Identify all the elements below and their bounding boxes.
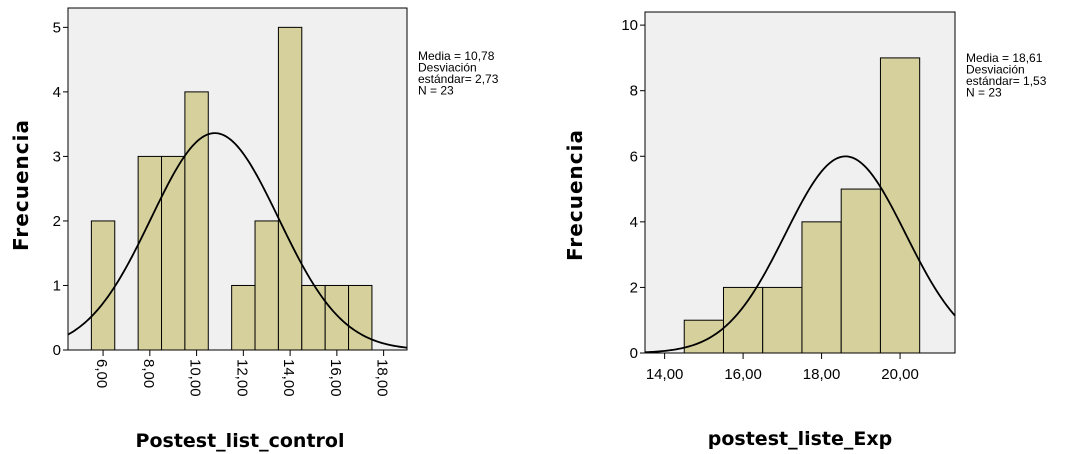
y-tick-label: 8	[630, 83, 638, 100]
y-tick-label: 10	[621, 17, 638, 34]
histogram-2: 0 2 4 6 8 10 14,00 16,00 18,00 20,00 Frecuencia pos…	[563, 11, 1047, 450]
x-tick-label: 18,00	[374, 359, 391, 397]
histogram-bar	[231, 284, 256, 351]
stats-line: Desviación	[966, 63, 1025, 77]
histogram-bar	[137, 155, 163, 351]
y-tick-label: 6	[630, 148, 638, 165]
y-tick-label: 1	[53, 277, 61, 294]
y-axis-label: Frecuencia	[563, 129, 587, 261]
histogram-bar	[184, 91, 209, 351]
histogram-bar	[801, 221, 842, 354]
stats-line: N = 23	[966, 86, 1002, 100]
x-tick-label: 8,00	[140, 359, 157, 388]
stats-line: estándar= 2,73	[418, 72, 499, 86]
y-axis-label: Frecuencia	[9, 119, 33, 251]
histogram-1: 0 1 2 3 4 5 6,00 8,00 10,00 12,00 14,00 16,00 18,00 F…	[9, 7, 499, 452]
histogram-bar	[161, 155, 186, 351]
y-tick-label: 4	[630, 214, 638, 231]
y-tick-label: 2	[53, 213, 61, 230]
x-tick-label: 12,00	[233, 359, 250, 397]
x-tick-label: 10,00	[187, 359, 204, 397]
histogram-bar	[762, 286, 803, 354]
y-tick-label: 5	[53, 19, 61, 36]
histogram-bar	[722, 286, 764, 354]
stats-line: N = 23	[418, 84, 454, 98]
x-tick-label: 18,00	[803, 366, 841, 383]
stats-line: Media = 10,78	[418, 49, 495, 63]
stats-line: Desviación	[418, 61, 477, 75]
x-tick-label: 14,00	[646, 366, 684, 383]
y-tick-label: 0	[53, 342, 61, 359]
x-tick-label: 16,00	[724, 366, 762, 383]
y-tick-label: 2	[630, 279, 638, 296]
histogram-bar	[277, 26, 303, 351]
y-tick-label: 4	[53, 84, 61, 101]
stats-line: Media = 18,61	[966, 51, 1043, 65]
stats-line: estándar= 1,53	[966, 74, 1047, 88]
x-axis-label: postest_liste_Exp	[708, 428, 892, 450]
y-tick-label: 3	[53, 148, 61, 165]
histogram-bar	[324, 284, 350, 351]
x-tick-label: 20,00	[881, 366, 919, 383]
histogram-bar	[348, 284, 373, 351]
normal-curve	[644, 155, 956, 354]
histogram-bar	[879, 57, 921, 354]
normal-curve	[67, 132, 408, 349]
histogram-bar	[683, 319, 724, 354]
x-tick-label: 16,00	[327, 359, 344, 397]
x-tick-label: 14,00	[280, 359, 297, 397]
y-tick-label: 0	[630, 345, 638, 362]
histogram-bar	[90, 220, 116, 351]
histogram-bar	[254, 220, 279, 351]
x-tick-label: 6,00	[93, 359, 110, 388]
x-axis-label: Postest_list_control	[136, 430, 345, 452]
histogram-bar	[840, 188, 881, 354]
